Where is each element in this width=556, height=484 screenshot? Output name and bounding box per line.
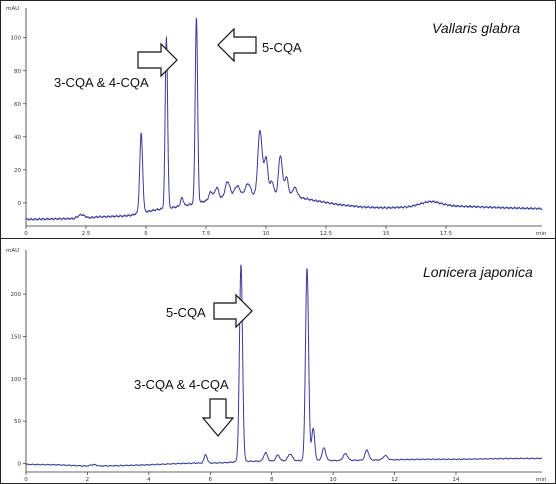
annotation-5-cqa-top: 5-CQA bbox=[262, 40, 302, 55]
chromatogram-trace bbox=[25, 264, 543, 467]
y-tick-label: 0 bbox=[18, 201, 22, 207]
y-tick-label: 20 bbox=[14, 168, 21, 174]
x-tick-label: 4 bbox=[147, 477, 151, 483]
axis-lines bbox=[25, 250, 542, 473]
y-axis-unit: mAU bbox=[6, 248, 19, 254]
x-axis-unit: min bbox=[536, 231, 547, 237]
arrow-right-icon bbox=[213, 293, 253, 329]
x-tick-label: 7.5 bbox=[202, 231, 211, 237]
annotation-5-cqa-bottom: 5-CQA bbox=[166, 305, 206, 320]
y-tick-label: 100 bbox=[11, 36, 22, 42]
y-tick-label: 150 bbox=[11, 334, 22, 340]
x-tick-label: 12.5 bbox=[320, 231, 333, 237]
x-tick-label: 10 bbox=[263, 231, 270, 237]
chromatogram-trace bbox=[25, 17, 543, 221]
x-tick-label: 6 bbox=[209, 477, 213, 483]
x-tick-label: 8 bbox=[270, 477, 274, 483]
arrow-right-icon bbox=[137, 42, 178, 78]
x-tick-label: 0 bbox=[24, 231, 28, 237]
y-tick-label: 100 bbox=[11, 377, 22, 383]
panel-title-bottom: Lonicera japonica bbox=[423, 264, 533, 280]
y-tick-label: 0 bbox=[18, 462, 22, 468]
arrow-down-icon bbox=[201, 398, 235, 437]
arrow-left-icon bbox=[217, 27, 257, 63]
y-axis-unit: mAU bbox=[6, 6, 19, 12]
y-tick-label: 200 bbox=[11, 292, 22, 298]
panel-lonicera-japonica: mAU min 0 50 100 150 200 0 2 4 6 8 10 12 14 bbox=[6, 248, 547, 483]
panel-vallaris-glabra: mAU min 0 20 40 60 80 100 0 2.5 5 7.5 10 12.5 15 17.5 bbox=[6, 6, 547, 237]
x-tick-label: 2.5 bbox=[82, 231, 91, 237]
x-tick-label: 0 bbox=[24, 477, 28, 483]
y-tick-label: 40 bbox=[14, 135, 21, 141]
x-tick-label: 15 bbox=[383, 231, 390, 237]
x-tick-label: 10 bbox=[330, 477, 337, 483]
y-tick-label: 80 bbox=[14, 69, 21, 75]
x-tick-label: 17.5 bbox=[440, 231, 453, 237]
annotation-3-4-cqa-bottom: 3-CQA & 4-CQA bbox=[134, 377, 229, 392]
panel-title-top: Vallaris glabra bbox=[432, 20, 520, 36]
y-tick-label: 50 bbox=[14, 419, 21, 425]
x-tick-label: 12 bbox=[391, 477, 398, 483]
x-axis-unit: min bbox=[536, 477, 547, 483]
annotation-3-4-cqa-top: 3-CQA & 4-CQA bbox=[54, 75, 149, 90]
x-tick-label: 2 bbox=[86, 477, 90, 483]
y-tick-label: 60 bbox=[14, 102, 21, 108]
x-tick-label: 14 bbox=[453, 477, 460, 483]
x-tick-label: 5 bbox=[144, 231, 148, 237]
